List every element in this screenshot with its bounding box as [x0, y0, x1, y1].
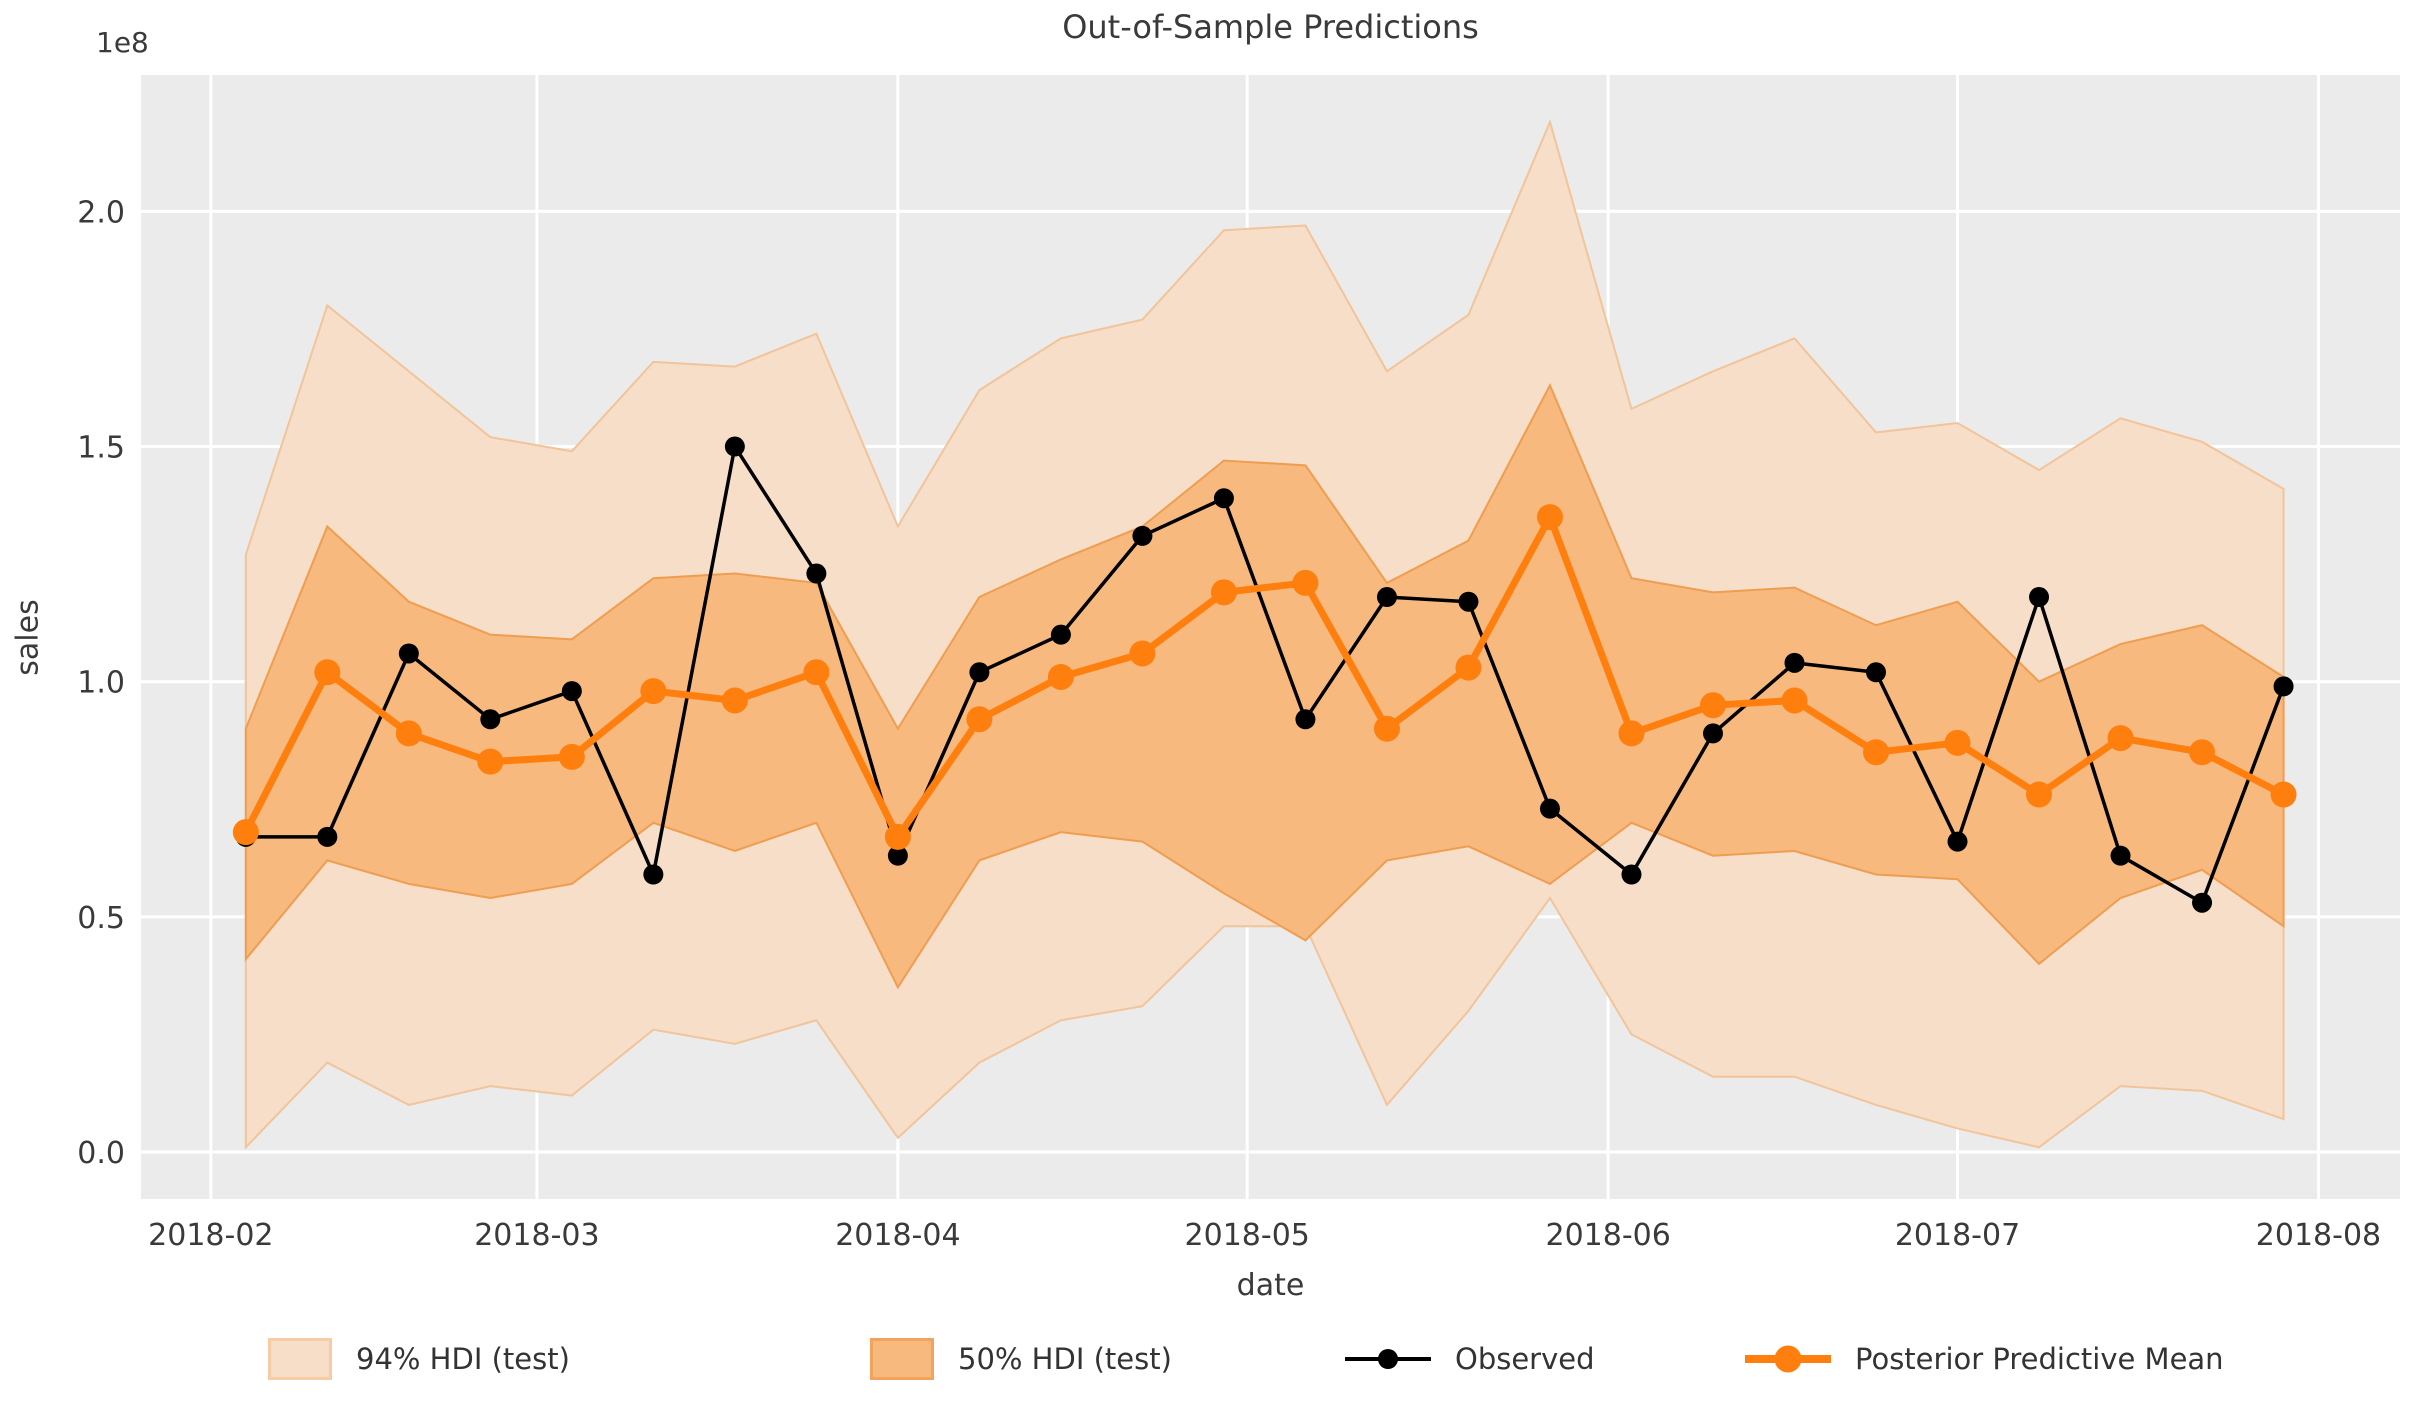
legend-item-posterior-mean: Posterior Predictive Mean — [1745, 1334, 2224, 1384]
posterior-mean-marker — [1373, 715, 1400, 742]
x-tick-label: 2018-07 — [1895, 1218, 2020, 1253]
posterior-mean-marker — [477, 748, 504, 775]
legend-label: Posterior Predictive Mean — [1855, 1342, 2224, 1376]
observed-marker — [887, 845, 908, 866]
y-tick-label: 1.0 — [77, 666, 125, 701]
observed-marker — [1702, 723, 1723, 744]
posterior-mean-marker — [1536, 504, 1563, 531]
y-tick-label: 0.0 — [77, 1136, 125, 1171]
observed-marker — [1539, 798, 1560, 819]
observed-marker — [1784, 652, 1805, 673]
observed-marker — [317, 826, 338, 847]
observed-marker — [1947, 831, 1968, 852]
posterior-mean-marker — [558, 743, 585, 770]
y-axis-offset-label: 1e8 — [96, 26, 149, 59]
posterior-mean-marker — [2189, 739, 2216, 766]
legend-label: 50% HDI (test) — [958, 1342, 1172, 1376]
band-50-hdi — [244, 383, 2285, 990]
posterior-mean-marker — [803, 659, 830, 686]
observed-marker — [806, 563, 827, 584]
x-tick-label: 2018-05 — [1185, 1218, 1310, 1253]
legend-item-94-hdi: 94% HDI (test) — [268, 1334, 570, 1384]
observed-marker — [2029, 587, 2050, 608]
posterior-mean-line — [242, 513, 2286, 841]
observed-marker — [2273, 676, 2294, 697]
observed-line-swatch-icon — [1345, 1345, 1431, 1373]
posterior-mean-marker — [884, 823, 911, 850]
observed-marker — [1866, 662, 1887, 683]
observed-marker — [480, 709, 501, 730]
posterior-mean-marker — [1699, 692, 1726, 719]
x-tick-label: 2018-08 — [2256, 1218, 2381, 1253]
x-tick-label: 2018-03 — [474, 1218, 599, 1253]
observed-marker — [1132, 525, 1153, 546]
observed-marker — [969, 662, 990, 683]
observed-marker — [643, 864, 664, 885]
posterior-mean-marker — [1863, 739, 1890, 766]
legend-label: 94% HDI (test) — [356, 1342, 570, 1376]
posterior-mean-marker — [1781, 687, 1808, 714]
y-axis-label: sales — [10, 599, 46, 676]
posterior-mean-marker — [314, 659, 341, 686]
posterior-mean-marker — [1455, 654, 1482, 681]
y-tick-label: 0.5 — [77, 901, 125, 936]
legend-label: Observed — [1455, 1342, 1595, 1376]
posterior-mean-marker — [1129, 640, 1156, 667]
legend-item-observed: Observed — [1345, 1334, 1595, 1384]
posterior-mean-marker — [1944, 729, 1971, 756]
observed-marker — [1295, 709, 1316, 730]
x-tick-label: 2018-02 — [148, 1218, 273, 1253]
posterior-mean-marker — [1210, 579, 1237, 606]
posterior-mean-marker — [1618, 720, 1645, 747]
observed-marker — [2192, 892, 2213, 913]
posterior-mean-marker — [721, 687, 748, 714]
observed-marker — [1621, 864, 1642, 885]
band-94-swatch-icon — [268, 1338, 332, 1380]
observed-marker — [724, 436, 745, 457]
posterior-mean-marker — [232, 819, 259, 846]
posterior-mean-marker — [966, 706, 993, 733]
posterior-mean-marker — [1292, 569, 1319, 596]
observed-marker — [1376, 587, 1397, 608]
band-50-swatch-icon — [870, 1338, 934, 1380]
observed-marker — [1458, 591, 1479, 612]
legend-item-50-hdi: 50% HDI (test) — [870, 1334, 1172, 1384]
observed-line — [245, 444, 2286, 905]
posterior-mean-marker — [2026, 781, 2053, 808]
y-tick-label: 2.0 — [77, 195, 125, 230]
posterior-mean-marker — [395, 720, 422, 747]
observed-marker — [398, 643, 419, 664]
observed-marker — [2110, 845, 2131, 866]
x-tick-label: 2018-04 — [835, 1218, 960, 1253]
posterior-mean-line-swatch-icon — [1745, 1345, 1831, 1373]
observed-marker — [1050, 624, 1071, 645]
posterior-mean-marker — [2270, 781, 2297, 808]
observed-marker — [561, 681, 582, 702]
observed-marker — [1213, 488, 1234, 509]
y-tick-label: 1.5 — [77, 431, 125, 466]
x-tick-label: 2018-06 — [1546, 1218, 1671, 1253]
chart-title: Out-of-Sample Predictions — [1062, 8, 1479, 46]
posterior-mean-marker — [1047, 663, 1074, 690]
x-axis-label: date — [1236, 1268, 1305, 1303]
posterior-mean-marker — [2107, 725, 2134, 752]
posterior-mean-marker — [640, 678, 667, 705]
